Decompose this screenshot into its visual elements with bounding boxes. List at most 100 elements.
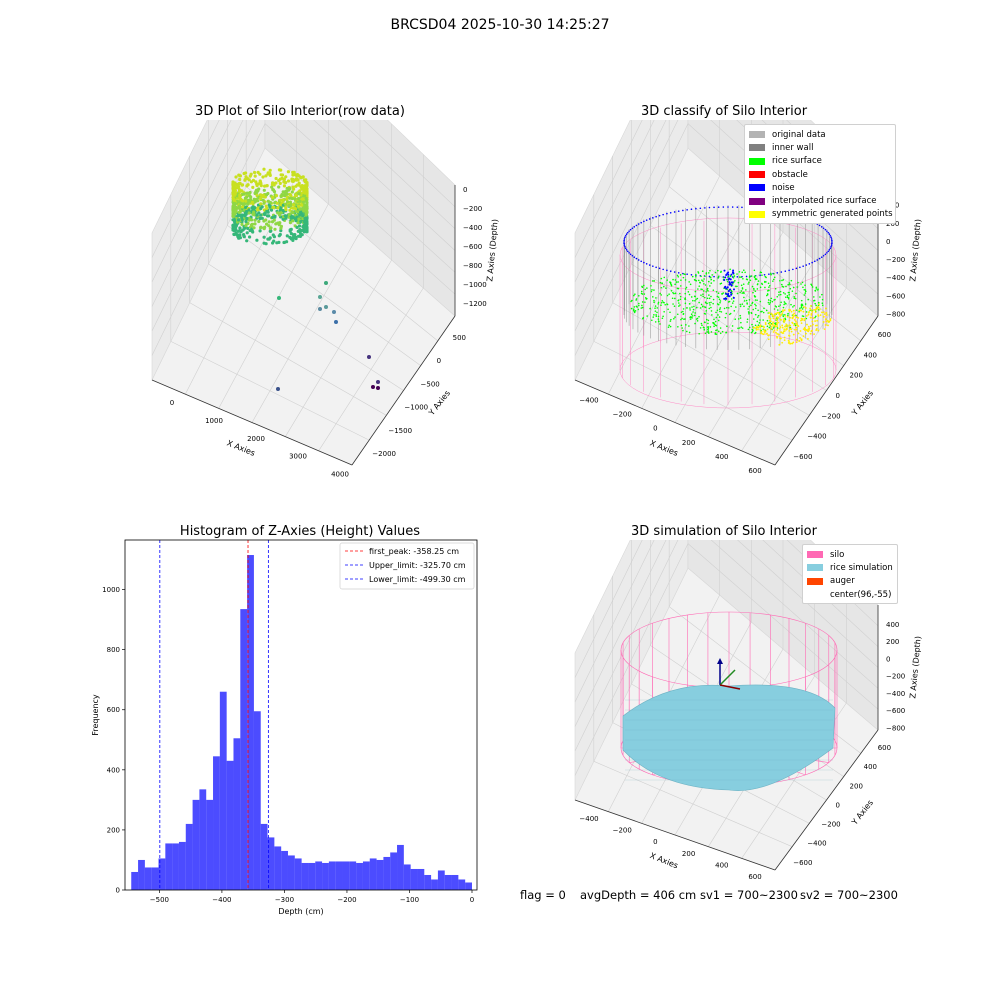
symmetric-point: [780, 337, 782, 340]
raw-point: [251, 212, 255, 216]
noise-point: [725, 287, 728, 290]
rice-surface-point: [817, 301, 820, 304]
symmetric-point: [829, 319, 832, 322]
raw-point: [275, 241, 279, 245]
symmetric-point: [768, 316, 771, 319]
rice-surface-point: [641, 286, 644, 289]
symmetric-point: [768, 312, 771, 314]
rice-surface-point: [758, 322, 761, 324]
hist-legend-label: Upper_limit: -325.70 cm: [369, 561, 466, 570]
symmetric-point: [770, 327, 773, 330]
symmetric-point: [783, 339, 786, 341]
rice-surface-point: [649, 307, 651, 310]
noise-point: [723, 297, 726, 300]
raw-z-tick-label: 0: [463, 186, 467, 194]
rice-surface-point: [759, 271, 762, 274]
symmetric-point: [784, 325, 786, 328]
noise-point: [788, 269, 790, 272]
rice-surface-point: [814, 316, 816, 319]
sim-plot-title: 3D simulation of Silo Interior: [631, 524, 817, 539]
rice-surface-point: [725, 278, 728, 281]
rice-surface-point: [770, 273, 772, 276]
raw-point: [292, 170, 296, 174]
symmetric-point: [801, 317, 804, 320]
rice-surface-point: [754, 303, 756, 306]
rice-surface-point: [801, 303, 803, 305]
hist-legend-label: first_peak: -358.25 cm: [369, 547, 459, 556]
rice-surface-point: [699, 307, 702, 309]
rice-surface-point: [697, 288, 699, 290]
raw-point: [262, 226, 266, 230]
sim-y-tick-label: 400: [864, 763, 877, 771]
rice-surface-point: [710, 306, 712, 309]
rice-surface-point: [742, 291, 745, 294]
hist-x-tick-label: −500: [150, 896, 169, 904]
symmetric-point: [796, 324, 799, 326]
rice-surface-point: [697, 279, 700, 282]
noise-point: [726, 286, 729, 289]
symmetric-point: [782, 319, 785, 322]
rice-surface-point: [749, 279, 752, 282]
rice-surface-point: [774, 298, 776, 301]
rice-surface-point: [775, 306, 778, 308]
rice-surface-point: [705, 273, 708, 275]
hist-bar: [444, 874, 452, 890]
rice-surface-point: [700, 288, 702, 290]
noise-point: [648, 264, 651, 266]
rice-surface-point: [736, 292, 739, 295]
noise-point: [780, 271, 783, 273]
rice-surface-point: [712, 302, 714, 305]
raw-point: [263, 212, 267, 217]
rice-surface-point: [753, 289, 755, 291]
rice-surface-point: [660, 277, 663, 280]
raw-point: [272, 190, 277, 194]
rice-surface-point: [688, 303, 691, 305]
legend-label: interpolated rice surface: [772, 196, 877, 207]
noise-point: [732, 269, 735, 272]
rice-surface-point: [788, 293, 791, 296]
raw-point: [240, 222, 244, 226]
raw-point: [245, 209, 249, 214]
raw-outlier-point: [334, 320, 338, 324]
noise-point: [677, 272, 680, 274]
hist-bar: [144, 867, 152, 890]
hist-bar: [349, 861, 357, 890]
raw-point: [282, 184, 286, 188]
rice-surface-point: [676, 274, 679, 277]
rice-surface-point: [692, 311, 694, 313]
raw-point: [297, 217, 301, 221]
symmetric-point: [806, 323, 808, 326]
avg-depth-text: avgDepth = 406 cm: [580, 888, 697, 902]
rice-surface-point: [800, 305, 803, 307]
rice-surface-point: [660, 294, 663, 296]
noise-point: [736, 276, 739, 278]
auger-z-arrowhead: [717, 658, 723, 664]
symmetric-point: [785, 328, 788, 331]
legend-label: center(96,-55): [830, 589, 892, 600]
hist-bar: [233, 738, 241, 890]
rice-surface-point: [705, 291, 708, 293]
noise-point: [645, 219, 648, 221]
hist-bar: [424, 874, 432, 890]
rice-surface-point: [739, 317, 742, 319]
raw-point: [292, 216, 296, 220]
rice-surface-point: [796, 286, 798, 288]
classify-x-tick-label: 400: [715, 453, 728, 461]
hist-bar: [362, 861, 370, 890]
symmetric-point: [823, 313, 826, 315]
rice-surface-point: [739, 305, 742, 308]
symmetric-point: [775, 318, 778, 321]
raw-outlier-point: [332, 310, 336, 314]
noise-point: [623, 241, 625, 243]
rice-surface-point: [794, 297, 797, 300]
rice-surface-point: [700, 303, 703, 306]
raw-point: [231, 210, 235, 214]
rice-surface-point: [704, 306, 706, 308]
hist-title: Histogram of Z-Axies (Height) Values: [179, 524, 421, 539]
rice-surface-point: [729, 312, 732, 315]
symmetric-point: [774, 325, 777, 328]
rice-surface-point: [751, 323, 753, 326]
noise-point: [724, 297, 727, 300]
rice-surface-point: [750, 275, 753, 277]
legend-swatch: [749, 131, 765, 139]
